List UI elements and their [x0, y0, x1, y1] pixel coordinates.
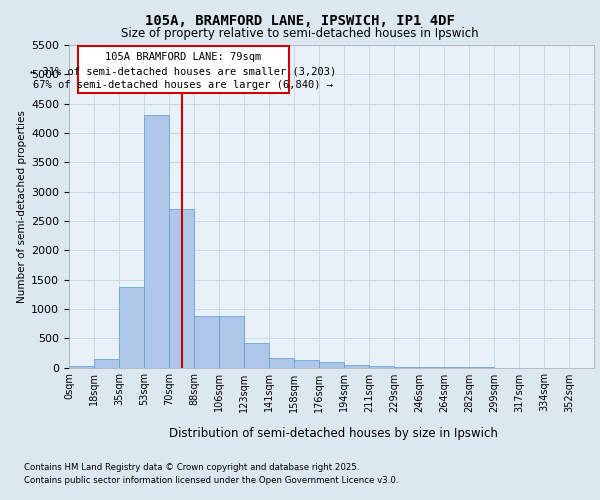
Text: Size of property relative to semi-detached houses in Ipswich: Size of property relative to semi-detach… — [121, 28, 479, 40]
Bar — [194, 316, 219, 368]
Bar — [394, 367, 419, 368]
Text: Contains HM Land Registry data © Crown copyright and database right 2025.: Contains HM Land Registry data © Crown c… — [24, 462, 359, 471]
Bar — [219, 316, 244, 368]
Y-axis label: Number of semi-detached properties: Number of semi-detached properties — [17, 110, 27, 302]
Text: 105A, BRAMFORD LANE, IPSWICH, IP1 4DF: 105A, BRAMFORD LANE, IPSWICH, IP1 4DF — [145, 14, 455, 28]
Text: 105A BRAMFORD LANE: 79sqm: 105A BRAMFORD LANE: 79sqm — [105, 52, 262, 62]
Bar — [294, 360, 319, 368]
Bar — [144, 116, 169, 368]
Bar — [119, 286, 144, 368]
Bar — [319, 362, 344, 368]
Text: Distribution of semi-detached houses by size in Ipswich: Distribution of semi-detached houses by … — [169, 428, 497, 440]
Bar — [369, 366, 394, 368]
Text: Contains public sector information licensed under the Open Government Licence v3: Contains public sector information licen… — [24, 476, 398, 485]
FancyBboxPatch shape — [78, 46, 289, 93]
Bar — [94, 358, 119, 368]
Bar — [244, 344, 269, 367]
Bar — [69, 366, 94, 368]
Text: ← 31% of semi-detached houses are smaller (3,203): ← 31% of semi-detached houses are smalle… — [30, 67, 337, 77]
Bar — [169, 209, 194, 368]
Bar — [344, 364, 369, 368]
Text: 67% of semi-detached houses are larger (6,840) →: 67% of semi-detached houses are larger (… — [34, 80, 334, 90]
Bar — [269, 358, 294, 368]
